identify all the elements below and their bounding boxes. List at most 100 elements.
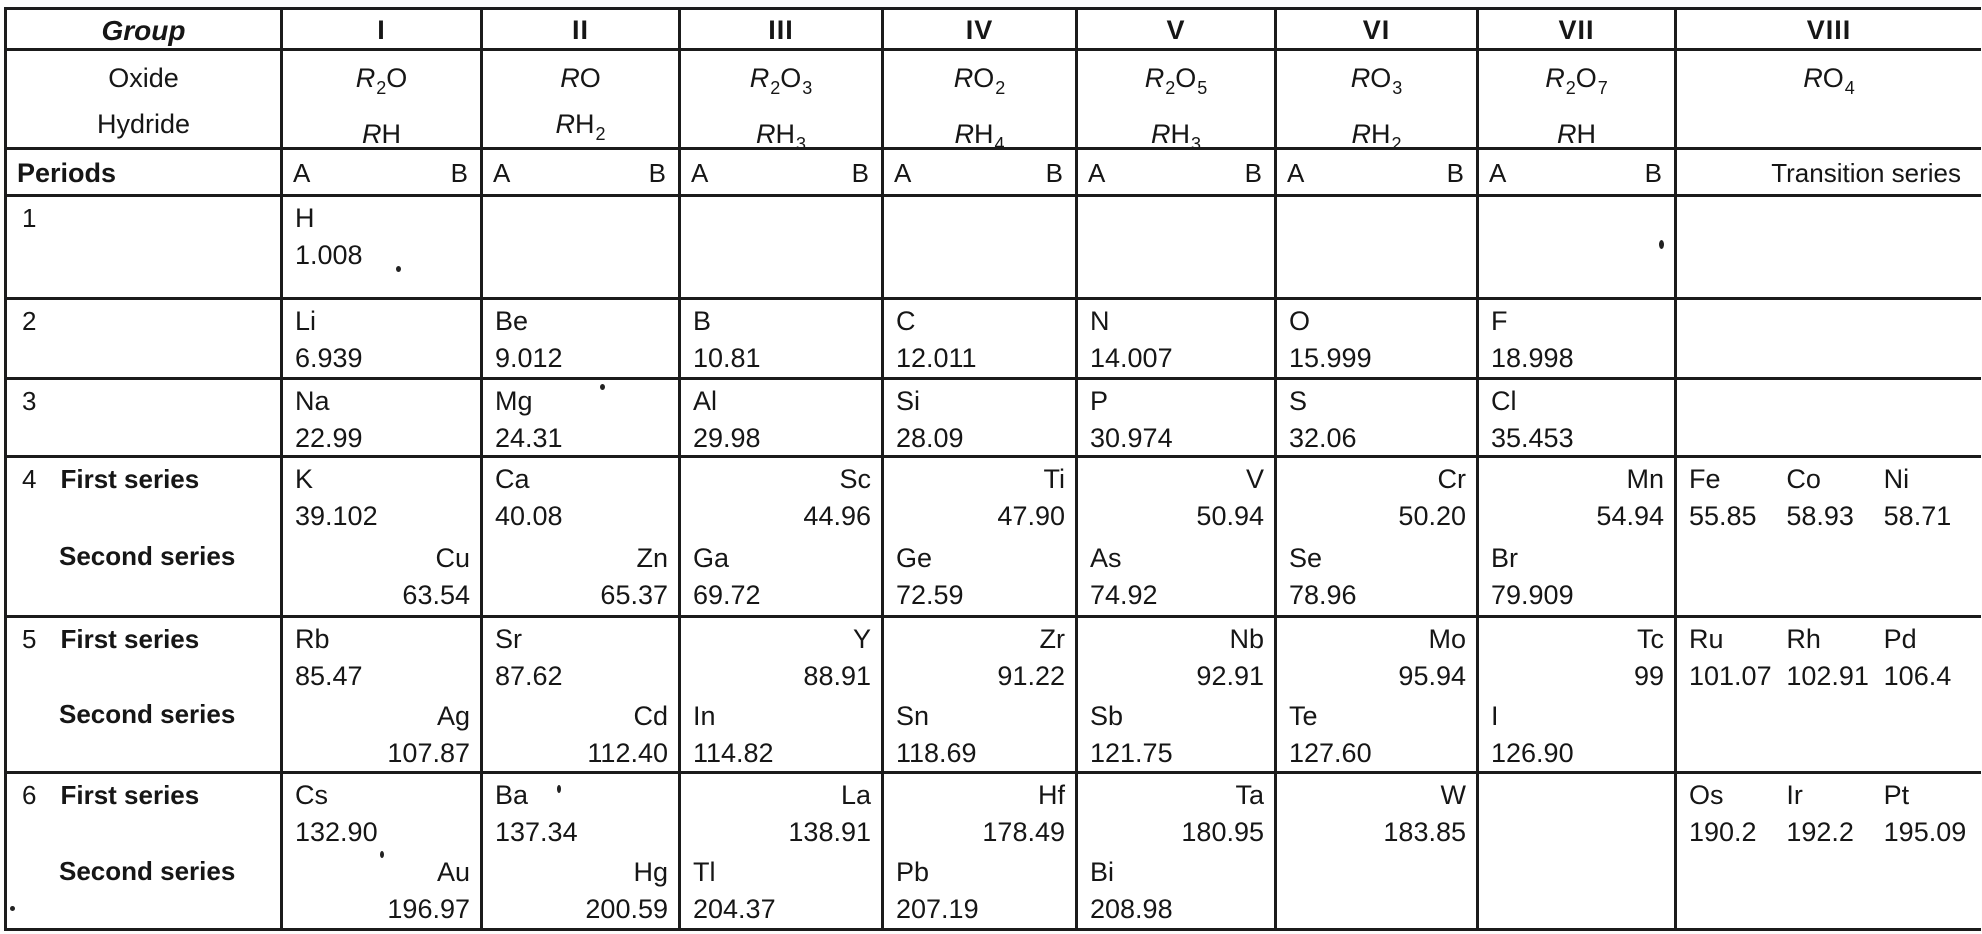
element-mass: 95.94 bbox=[1398, 661, 1466, 691]
scan-speck bbox=[600, 384, 605, 390]
first-series-half: Sr 87.62 bbox=[483, 618, 678, 695]
element-mass: 50.20 bbox=[1398, 501, 1466, 531]
oxide-formula: R2O bbox=[356, 60, 408, 106]
element-symbol: S bbox=[1289, 386, 1308, 416]
element-symbol: Pt bbox=[1883, 780, 1910, 810]
element-mass: 47.90 bbox=[997, 501, 1065, 531]
element-cell: Ti 47.90 Ge 72.59 bbox=[884, 458, 1078, 618]
second-series-half: Te 127.60 bbox=[1277, 695, 1476, 772]
group-header-cell: IV bbox=[884, 10, 1078, 51]
subgroup-a-label: A bbox=[894, 158, 912, 188]
element-symbol: Sb bbox=[1090, 700, 1124, 731]
element-mass: 85.47 bbox=[295, 661, 363, 691]
element-entry: Sr 87.62 bbox=[483, 621, 678, 695]
element-symbol: Ni bbox=[1883, 464, 1910, 494]
element-mass: 24.31 bbox=[495, 423, 563, 453]
element-symbol: Bi bbox=[1090, 857, 1115, 887]
second-series-half bbox=[1479, 851, 1674, 928]
element-entry: Te 127.60 bbox=[1277, 698, 1476, 772]
element-cell: Si 28.09 bbox=[884, 380, 1078, 458]
triad-column: Ni 58.71 bbox=[1884, 461, 1981, 537]
hydride-formula: RH4 bbox=[954, 116, 1004, 147]
element-mass: 183.85 bbox=[1383, 817, 1466, 847]
formula-part: R bbox=[953, 63, 974, 93]
element-mass: 87.62 bbox=[495, 661, 563, 691]
subgroup-b-label: B bbox=[648, 158, 666, 188]
element-entry: Mn 54.94 bbox=[1479, 461, 1674, 535]
element-entry: V 50.94 bbox=[1078, 461, 1274, 535]
oxide-label: Oxide bbox=[108, 63, 179, 93]
formula-subscript: 2 bbox=[376, 78, 387, 98]
element-cell: Be 9.012 bbox=[483, 300, 681, 380]
element-entry: Nb 92.91 bbox=[1078, 621, 1274, 695]
second-series-label: Second series bbox=[59, 855, 236, 886]
period-number: 4 bbox=[22, 464, 37, 494]
formula-part: R bbox=[1803, 63, 1823, 93]
table-corner-group: Group bbox=[7, 10, 283, 51]
oxide-formula: RO4 bbox=[1803, 60, 1855, 106]
element-symbol: W bbox=[1440, 780, 1466, 810]
element-cell: Tc 99 I 126.90 bbox=[1479, 618, 1677, 774]
element-mass: 112.40 bbox=[587, 737, 668, 768]
hydride-formula: RH bbox=[1557, 116, 1596, 147]
element-cell bbox=[681, 197, 884, 300]
hydride-formula: RH3 bbox=[1151, 116, 1201, 147]
periods-label: Periods bbox=[17, 158, 117, 188]
element-cell: S 32.06 bbox=[1277, 380, 1479, 458]
group-numeral: I bbox=[377, 15, 386, 45]
element-symbol: In bbox=[693, 700, 716, 731]
triad-column: Os 190.2 bbox=[1689, 777, 1786, 851]
first-series-half: Ta 180.95 bbox=[1078, 774, 1274, 851]
element-entry: Zn 65.37 bbox=[483, 540, 678, 614]
hydride-formula: RH2 bbox=[1351, 116, 1401, 147]
formula-part: R bbox=[1144, 63, 1165, 93]
triad-column: Co 58.93 bbox=[1786, 461, 1883, 537]
element-symbol: Ga bbox=[693, 542, 730, 573]
oxide-formula: RO bbox=[560, 60, 601, 96]
first-series-half: Mo 95.94 bbox=[1277, 618, 1476, 695]
element-mass: 99 bbox=[1633, 661, 1664, 691]
element-mass: 78.96 bbox=[1289, 579, 1357, 610]
second-series-half: As 74.92 bbox=[1078, 537, 1274, 616]
period-label-second: Second series bbox=[7, 696, 280, 771]
element-symbol: Mn bbox=[1626, 464, 1664, 494]
hydride-label: Hydride bbox=[96, 109, 191, 139]
element-symbol: Be bbox=[495, 306, 529, 336]
group-numeral: V bbox=[1166, 15, 1186, 45]
element-mass: 138.91 bbox=[788, 817, 871, 847]
group-header-cell: II bbox=[483, 10, 681, 51]
element-mass: 178.49 bbox=[982, 817, 1065, 847]
element-mass: 15.999 bbox=[1289, 343, 1372, 373]
second-series-half: Ga 69.72 bbox=[681, 537, 881, 616]
element-mass: 10.81 bbox=[693, 343, 761, 373]
scan-speck bbox=[396, 266, 401, 272]
hydride-formula: RH3 bbox=[756, 116, 806, 147]
formula-part: O bbox=[780, 63, 802, 93]
period-label-first: 4 First series bbox=[7, 458, 280, 538]
second-series-half bbox=[1277, 851, 1476, 928]
element-cell: O 15.999 bbox=[1277, 300, 1479, 380]
element-mass: 72.59 bbox=[896, 579, 964, 610]
element-mass: 196.97 bbox=[387, 894, 470, 924]
element-mass: 137.34 bbox=[495, 817, 578, 847]
element-entry: In 114.82 bbox=[681, 698, 881, 772]
element-entry: Cr 50.20 bbox=[1277, 461, 1476, 535]
element-mass: 195.09 bbox=[1883, 817, 1967, 847]
element-mass: 88.91 bbox=[803, 661, 871, 691]
group-numeral: VI bbox=[1362, 15, 1391, 45]
element-cell: F 18.998 bbox=[1479, 300, 1677, 380]
element-symbol: Pd bbox=[1883, 624, 1917, 654]
formula-part: O bbox=[973, 63, 995, 93]
formula-cell: R2O RH bbox=[283, 51, 483, 150]
element-entry: Ta 180.95 bbox=[1078, 777, 1274, 851]
element-mass: 29.98 bbox=[693, 423, 761, 453]
periods-label-cell: Periods bbox=[7, 150, 283, 197]
element-symbol: B bbox=[693, 306, 712, 336]
element-entry: Tc 99 bbox=[1479, 621, 1674, 695]
subgroup-a-label: A bbox=[493, 158, 511, 188]
element-cell: P 30.974 bbox=[1078, 380, 1277, 458]
period-label-cell: 4 First series Second series bbox=[7, 458, 283, 618]
